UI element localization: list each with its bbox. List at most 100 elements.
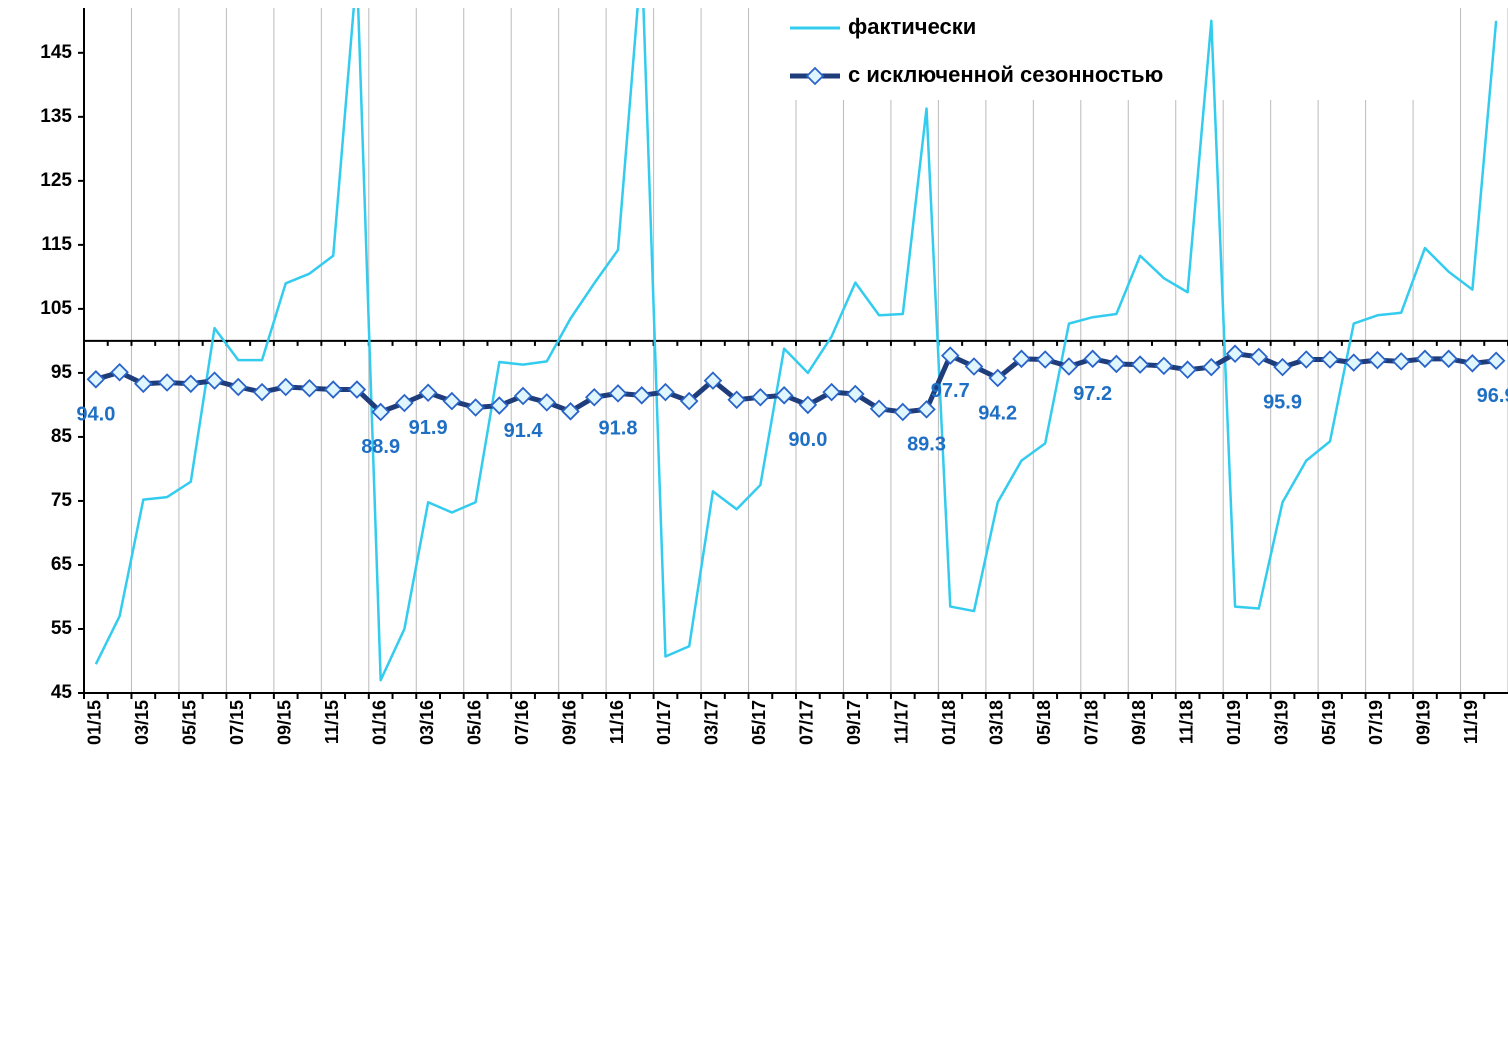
marker: [205, 371, 224, 390]
x-tick-label: 05/15: [180, 700, 200, 745]
marker: [157, 373, 177, 392]
marker: [181, 374, 201, 394]
marker: [1320, 350, 1340, 369]
marker: [395, 393, 414, 413]
marker: [822, 382, 841, 402]
marker: [537, 393, 557, 412]
x-tick-label: 01/16: [369, 700, 389, 745]
legend-label: с исключенной сезонностью: [848, 62, 1163, 87]
y-tick-label: 55: [51, 618, 73, 639]
marker: [86, 370, 106, 389]
marker: [1012, 349, 1031, 369]
marker: [917, 400, 936, 419]
y-tick-label: 65: [51, 554, 73, 575]
x-tick-label: 03/19: [1271, 700, 1291, 745]
marker: [1035, 350, 1055, 369]
marker: [940, 346, 960, 365]
data-label: 94.0: [76, 404, 115, 426]
x-tick-label: 03/16: [417, 700, 437, 745]
y-tick-label: 45: [51, 682, 73, 703]
data-label: 96.9: [1477, 385, 1508, 407]
marker: [1463, 354, 1482, 373]
x-tick-label: 11/18: [1176, 700, 1196, 744]
x-tick-label: 05/17: [749, 700, 769, 745]
x-tick-label: 09/18: [1129, 700, 1149, 745]
marker: [1296, 350, 1316, 369]
marker: [1486, 351, 1506, 371]
legend-marker: [805, 66, 825, 86]
marker: [1344, 353, 1364, 372]
marker: [703, 371, 723, 390]
marker: [846, 384, 865, 404]
y-tick-label: 95: [51, 362, 73, 383]
data-label: 89.3: [907, 434, 946, 456]
x-tick-label: 03/15: [132, 700, 152, 745]
y-tick-label: 75: [51, 490, 73, 511]
x-tick-label: 11/19: [1461, 700, 1481, 744]
marker: [1059, 357, 1079, 376]
marker: [798, 395, 818, 415]
x-tick-label: 09/17: [844, 700, 864, 745]
x-tick-label: 09/19: [1414, 700, 1434, 745]
x-tick-label: 01/19: [1224, 700, 1244, 745]
marker: [110, 362, 129, 382]
x-tick-label: 03/17: [702, 700, 722, 745]
marker: [323, 380, 343, 399]
x-tick-label: 07/17: [797, 700, 817, 745]
x-tick-label: 03/18: [986, 700, 1006, 745]
marker: [228, 377, 248, 397]
marker: [1273, 357, 1292, 377]
data-label: 88.9: [361, 436, 400, 458]
marker: [1225, 344, 1245, 363]
marker: [988, 368, 1008, 388]
marker: [1178, 360, 1197, 379]
marker: [751, 387, 770, 407]
marker: [1439, 349, 1458, 369]
data-label: 91.4: [504, 420, 544, 442]
marker: [679, 391, 699, 411]
data-label: 97.2: [1073, 383, 1112, 405]
x-tick-label: 07/19: [1366, 700, 1386, 745]
marker: [1083, 349, 1102, 369]
marker: [893, 402, 913, 422]
x-tick-label: 11/17: [892, 700, 912, 744]
x-tick-label: 09/16: [559, 700, 579, 745]
marker: [774, 386, 794, 405]
marker: [1415, 349, 1435, 369]
data-label: 91.9: [409, 417, 448, 439]
y-tick-label: 145: [40, 42, 72, 63]
x-tick-label: 11/15: [322, 700, 342, 744]
marker: [276, 377, 296, 397]
marker: [134, 374, 153, 394]
marker: [1368, 350, 1387, 370]
x-tick-label: 01/17: [654, 700, 674, 745]
legend-label: фактически: [848, 14, 976, 39]
marker: [418, 383, 438, 403]
marker: [1249, 347, 1269, 367]
marker: [656, 382, 675, 402]
x-tick-label: 09/15: [274, 700, 294, 745]
x-tick-label: 01/18: [939, 700, 959, 745]
x-tick-label: 07/18: [1081, 700, 1101, 745]
data-label: 90.0: [788, 429, 827, 451]
legend-box: [780, 8, 1420, 100]
y-tick-label: 105: [40, 298, 72, 319]
marker: [1202, 357, 1221, 377]
y-tick-label: 125: [40, 170, 72, 191]
marker: [347, 380, 367, 399]
y-tick-label: 115: [41, 234, 72, 255]
x-tick-label: 05/18: [1034, 700, 1054, 745]
data-label: 91.8: [599, 418, 638, 440]
data-label: 95.9: [1263, 391, 1302, 413]
marker: [608, 384, 628, 403]
marker: [513, 386, 533, 406]
marker: [1130, 355, 1150, 374]
y-tick-label: 135: [40, 106, 72, 127]
marker: [466, 398, 485, 417]
data-label: 97.7: [931, 380, 970, 402]
marker: [632, 386, 652, 405]
marker: [561, 402, 580, 421]
marker: [964, 357, 984, 376]
x-tick-label: 05/16: [464, 700, 484, 745]
